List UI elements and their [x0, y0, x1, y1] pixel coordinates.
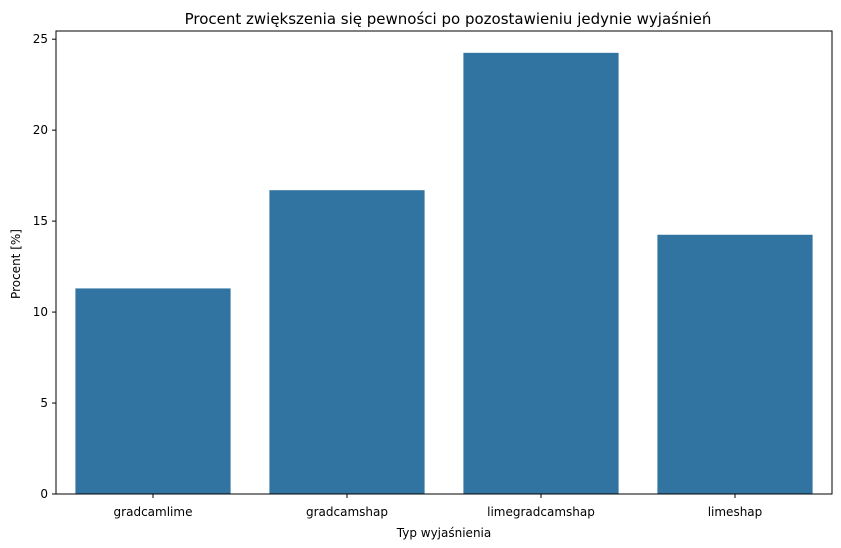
y-axis: 0 5 10 15 20 25: [33, 32, 56, 501]
x-tick-label: gradcamlime: [114, 505, 193, 519]
bar-gradcamshap: [269, 190, 425, 494]
bar-gradcamlime: [75, 288, 231, 494]
y-tick-label: 15: [33, 214, 48, 228]
y-tick-label: 25: [33, 32, 48, 46]
x-axis: gradcamlime gradcamshap limegradcamshap lim…: [114, 494, 763, 519]
chart-title: Procent zwiększenia się pewności po pozo…: [185, 10, 712, 28]
y-tick-label: 0: [40, 487, 48, 501]
x-axis-label: Typ wyjaśnienia: [396, 526, 491, 540]
y-tick-label: 5: [40, 396, 48, 410]
y-axis-label: Procent [%]: [9, 229, 23, 299]
x-tick-label: limeshap: [708, 505, 763, 519]
x-tick-label: gradcamshap: [306, 505, 388, 519]
y-tick-label: 20: [33, 123, 48, 137]
y-tick-label: 10: [33, 305, 48, 319]
bars-group: [75, 52, 813, 494]
bar-limegradcamshap: [463, 52, 619, 494]
bar-limeshap: [657, 234, 813, 494]
x-tick-label: limegradcamshap: [487, 505, 595, 519]
plot-frame: [55, 30, 833, 495]
